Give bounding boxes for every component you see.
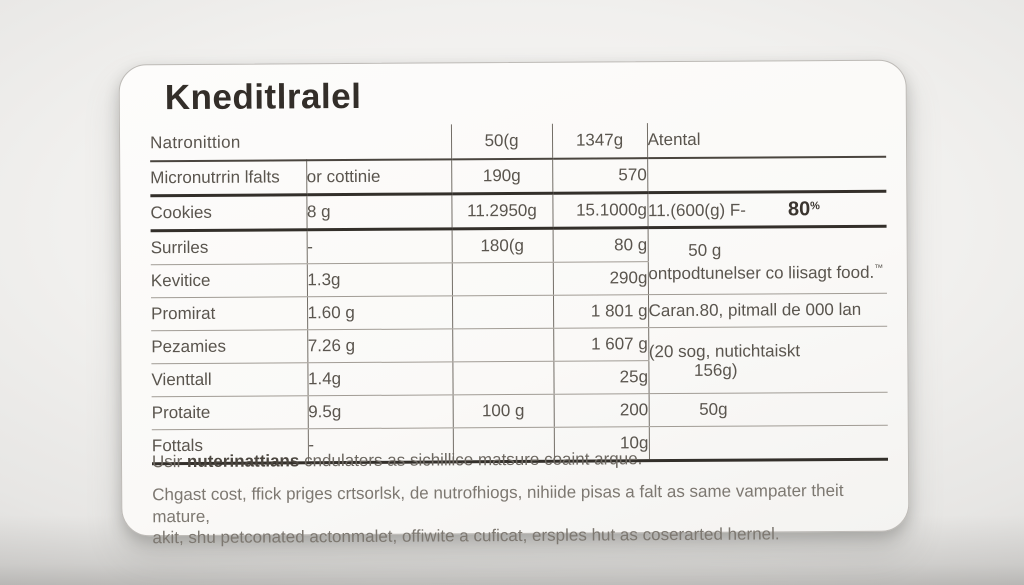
header-natronittion: Natronittion: [149, 124, 452, 162]
header-atental: Atental: [646, 121, 887, 159]
cell-value: 1 801 g: [552, 294, 649, 329]
footnote-text: cndulaters as sichillice matsure coaint …: [299, 449, 643, 471]
percent-sign: %: [810, 199, 820, 212]
cell-value: 15.1000g: [552, 192, 648, 229]
row-label: Protaite: [151, 395, 308, 430]
nutrition-table: Natronittion 50(g 1347g Atental Micronut…: [149, 121, 889, 465]
cell-text: ontpodtunelser co liisagt food.: [648, 262, 875, 283]
row-label: Promirat: [150, 296, 308, 331]
cell-value: 7.26 g: [307, 328, 453, 363]
cell-value: -: [306, 228, 452, 264]
cell-note: Caran.80, pitmall de 000 lan: [647, 293, 888, 328]
cell-value: 100 g: [452, 394, 554, 428]
row-label: Vienttall: [151, 362, 308, 397]
footnote-text: Usir: [151, 452, 188, 472]
cell-value: 190g: [451, 158, 553, 194]
cell-value: [451, 262, 553, 296]
footnote-bold-text: nuterinattians: [186, 451, 300, 472]
cell-value: 1.3g: [306, 262, 453, 297]
table-row-pezamies: Pezamies 7.26 g 1 607 g (20 sog, nuticht…: [151, 326, 888, 394]
row-label: Kevitice: [150, 263, 307, 298]
cell-note: 50 g ontpodtunelser co liisagt food.™: [647, 226, 887, 295]
cell-value: 9.5g: [307, 394, 453, 429]
cell-value: or cottinie: [306, 159, 452, 195]
cell-note: 50g: [648, 392, 888, 427]
cell-value: [452, 361, 554, 395]
cell-value: 1.60 g: [306, 295, 453, 330]
cell-value: 11.2950g: [451, 193, 553, 229]
cell-note: (20 sog, nutichtaiskt 156g): [648, 326, 888, 394]
footnote-line-1: Usir nuterinattians cndulaters as sichil…: [152, 449, 642, 472]
table-row-cookies: Cookies 8 g 11.2950g 15.1000g 11.(600(g)…: [150, 191, 887, 231]
cell-value: 200: [553, 393, 649, 428]
footnote-text: Chgast cost, ffick priges crtsorlsk, de …: [152, 480, 844, 526]
cell-value: [452, 295, 554, 329]
cell-text: 11.(600(g) F-: [647, 200, 746, 220]
footnote-text: akit, shu petconated actonmalet, offiwit…: [152, 524, 780, 548]
product-title: Kneditlralel: [164, 76, 362, 118]
cell-value: 1.4g: [307, 361, 453, 396]
header-50g: 50(g: [450, 123, 553, 160]
cell-daily-value: 11.(600(g) F- 80%: [647, 191, 887, 228]
trademark-symbol: ™: [874, 262, 884, 273]
row-label: Surriles: [150, 229, 307, 265]
cell-value: [452, 328, 554, 362]
cell-text: 50g: [699, 399, 728, 419]
row-label: Pezamies: [151, 329, 308, 364]
cell-value: 1 607 g: [553, 327, 649, 362]
percent-value: 80%: [787, 197, 820, 220]
table-row-protaite: Protaite 9.5g 100 g 200 50g: [151, 392, 888, 430]
row-label: Micronutrrin lfalts: [150, 160, 307, 196]
cell-value: [648, 425, 889, 461]
cell-value: 180(g: [451, 228, 553, 263]
table-row-promirat: Promirat 1.60 g 1 801 g Caran.80, pitmal…: [150, 293, 888, 331]
table-row-surriles: Surriles - 180(g 80 g 50 g ontpodtunelser…: [150, 226, 887, 295]
row-label: Cookies: [150, 194, 307, 231]
cell-value: 80 g: [552, 227, 648, 263]
cell-value: 570: [552, 158, 648, 194]
cell-value: 290g: [552, 261, 648, 296]
nutrition-label-card: Kneditlralel Natronittion 50(g 1347g Ate…: [118, 59, 910, 547]
cell-value: [647, 156, 887, 193]
cell-text: 156g): [693, 360, 738, 380]
table-row-micronutrrin: Micronutrrin lfalts or cottinie 190g 570: [150, 156, 887, 196]
header-1347g: 1347g: [551, 123, 648, 159]
footnote-paragraph: Chgast cost, ffick priges crtsorlsk, de …: [152, 480, 900, 549]
cell-text: 50 g: [688, 240, 722, 260]
table-header-row: Natronittion 50(g 1347g Atental: [149, 121, 887, 162]
cell-text: (20 sog, nutichtaiskt: [648, 340, 801, 361]
cell-value: 25g: [553, 360, 649, 395]
cell-value: 8 g: [306, 193, 452, 230]
